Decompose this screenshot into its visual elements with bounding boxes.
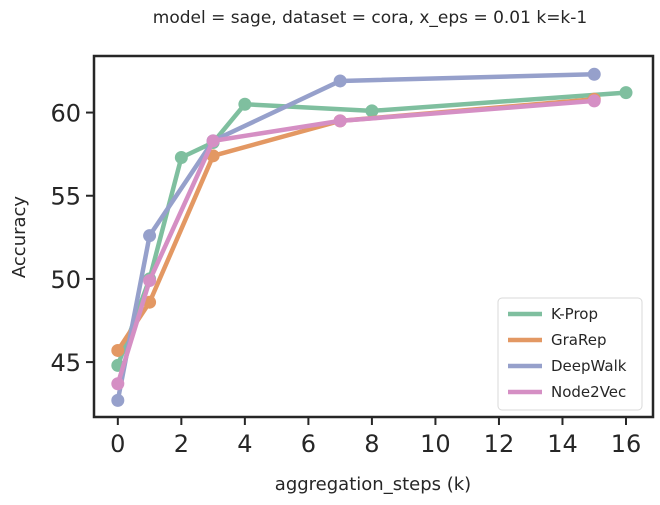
legend-label: DeepWalk xyxy=(551,357,627,375)
chart-title: model = sage, dataset = cora, x_eps = 0.… xyxy=(153,8,587,28)
data-point-grarep xyxy=(143,295,157,309)
data-point-deepwalk xyxy=(143,229,157,243)
y-tick-label: 45 xyxy=(50,349,81,377)
plot-lines xyxy=(111,67,633,407)
data-point-node2vec xyxy=(587,94,601,108)
x-tick-label: 8 xyxy=(364,430,379,458)
data-point-k-prop xyxy=(619,86,633,100)
x-tick-label: 2 xyxy=(174,430,189,458)
legend-label: Node2Vec xyxy=(551,383,626,401)
data-point-deepwalk xyxy=(333,74,347,88)
y-tick-label: 60 xyxy=(50,100,81,128)
x-tick-label: 4 xyxy=(237,430,252,458)
y-axis-ticks: 45 50 55 60 xyxy=(50,100,94,377)
legend-label: GraRep xyxy=(551,331,606,349)
data-point-grarep xyxy=(111,343,125,357)
data-point-deepwalk xyxy=(587,67,601,81)
data-point-node2vec xyxy=(111,377,125,391)
plot-frame xyxy=(92,54,655,419)
data-point-node2vec xyxy=(143,274,157,288)
x-tick-label: 0 xyxy=(110,430,125,458)
legend-box xyxy=(497,297,643,411)
legend: K-Prop GraRep DeepWalk Node2Vec xyxy=(497,297,643,411)
x-tick-label: 10 xyxy=(420,430,451,458)
x-axis-ticks: 0 2 4 6 8 10 12 14 16 xyxy=(110,417,641,458)
x-tick-label: 6 xyxy=(301,430,316,458)
data-point-k-prop xyxy=(238,97,252,111)
y-tick-label: 50 xyxy=(50,266,81,294)
y-tick-label: 55 xyxy=(50,183,81,211)
x-tick-label: 12 xyxy=(484,430,515,458)
data-point-node2vec xyxy=(206,134,220,148)
legend-label: K-Prop xyxy=(551,305,598,323)
x-tick-label: 16 xyxy=(611,430,642,458)
data-point-node2vec xyxy=(333,114,347,128)
y-axis-label: Accuracy xyxy=(9,196,30,279)
data-point-k-prop xyxy=(174,150,188,164)
x-tick-label: 14 xyxy=(547,430,578,458)
x-axis-label: aggregation_steps (k) xyxy=(275,474,471,495)
data-point-k-prop xyxy=(365,104,379,118)
data-point-deepwalk xyxy=(111,393,125,407)
